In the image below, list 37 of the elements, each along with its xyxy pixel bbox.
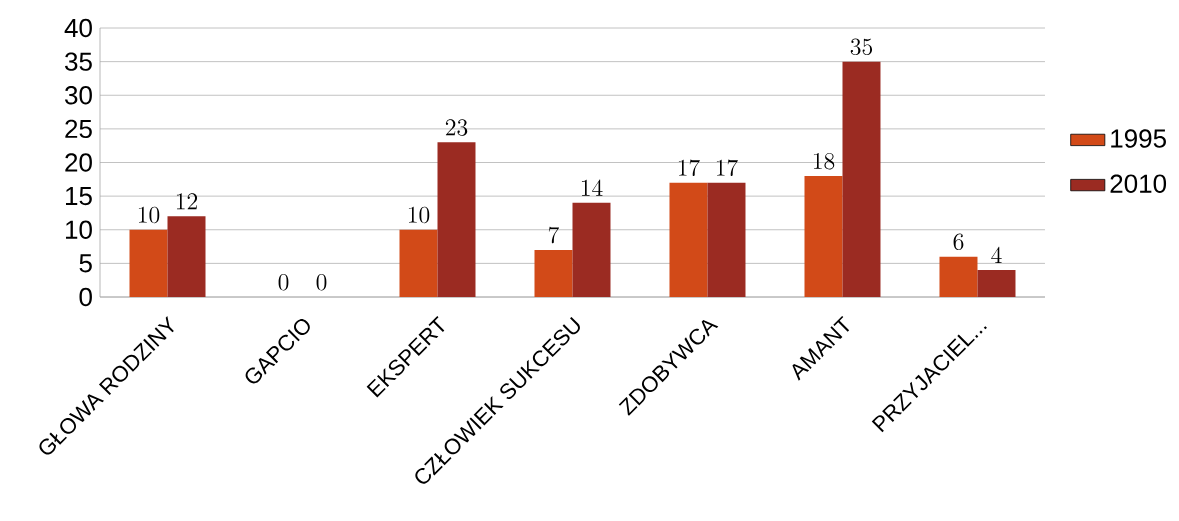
bar [399, 229, 438, 297]
data-label: 0 [316, 273, 327, 291]
y-tick-label: 30 [65, 86, 92, 105]
data-label: 14 [581, 179, 603, 196]
bar [669, 182, 708, 297]
bar [437, 142, 476, 297]
bar [129, 229, 168, 297]
data-label: 35 [850, 38, 873, 56]
bar [534, 249, 573, 297]
legend-label: 2010 [1110, 174, 1167, 193]
bar [707, 182, 746, 297]
bar [842, 61, 881, 297]
y-tick-label: 10 [65, 220, 92, 239]
data-label: 0 [278, 273, 289, 291]
data-label: 7 [548, 226, 560, 244]
y-tick-label: 0 [79, 287, 92, 307]
data-label: 12 [176, 193, 198, 210]
y-tick-label: 20 [65, 153, 92, 172]
data-label: 18 [813, 152, 835, 170]
bar [804, 175, 843, 297]
data-label: 6 [953, 233, 964, 251]
data-label: 17 [678, 159, 700, 177]
data-label: 23 [445, 119, 468, 136]
y-tick-label: 40 [64, 18, 92, 38]
bar [977, 270, 1016, 297]
y-tick-label: 5 [79, 254, 92, 273]
data-label: 4 [991, 246, 1002, 264]
y-tick-label: 25 [65, 119, 92, 139]
bar [572, 202, 611, 297]
bar [939, 256, 978, 297]
data-label: 17 [716, 159, 738, 177]
data-label: 10 [408, 206, 430, 224]
legend-label: 1995 [1111, 129, 1166, 148]
y-tick-label: 15 [65, 187, 92, 206]
bar [167, 216, 206, 297]
y-tick-label: 35 [65, 52, 92, 71]
data-label: 10 [138, 206, 160, 224]
